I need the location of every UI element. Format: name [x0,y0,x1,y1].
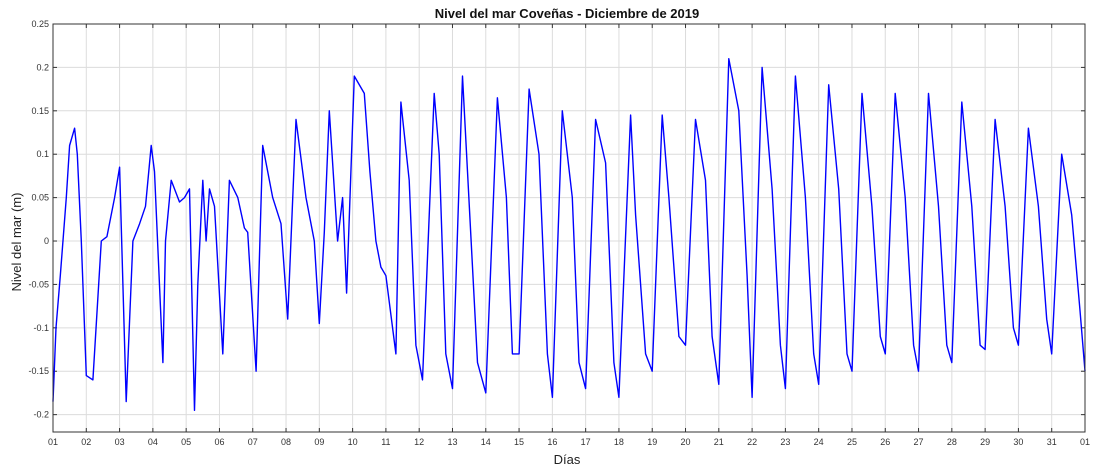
x-tick-label: 26 [880,437,890,447]
x-tick-label: 12 [414,437,424,447]
plot-frame [52,23,1086,433]
x-tick-label: 22 [747,437,757,447]
y-tick-label: 0 [44,236,49,246]
x-axis-title: Días [554,452,581,466]
x-tick-label: 01 [48,437,58,447]
x-tick-label: 18 [614,437,624,447]
x-tick-label: 21 [714,437,724,447]
x-tick-label: 16 [547,437,557,447]
y-tick-label: 0.1 [36,149,49,159]
x-tick-label: 08 [281,437,291,447]
y-tick-label: 0.05 [31,193,49,203]
y-tick-label: 0.2 [36,62,49,72]
x-tick-label: 10 [348,437,358,447]
tick-labels: 01 02 03 04 05 06 07 08 09 10 11 12 13 14 15 16 17 18 19 20… [28,19,1090,447]
x-tick-label: 24 [814,437,824,447]
x-tick-label: 20 [681,437,691,447]
y-tick-label: -0.1 [33,323,49,333]
x-tick-label: 31 [1047,437,1057,447]
x-tick-label: 30 [1013,437,1023,447]
x-tick-label: 01 [1080,437,1090,447]
x-tick-label: 28 [947,437,957,447]
x-tick-label: 13 [447,437,457,447]
x-tick-label: 03 [115,437,125,447]
x-tick-label: 02 [81,437,91,447]
x-tick-label: 11 [381,437,390,447]
y-tick-label: -0.05 [28,279,49,289]
y-tick-label: -0.15 [28,366,49,376]
x-tick-label: 17 [581,437,591,447]
x-tick-label: 14 [481,437,491,447]
sea-level-series-line [52,58,1086,411]
x-tick-label: 09 [314,437,324,447]
ticks [52,23,1086,432]
x-tick-label: 25 [847,437,857,447]
y-tick-label: -0.2 [33,410,49,420]
x-tick-label: 04 [148,437,158,447]
x-tick-label: 27 [914,437,924,447]
x-tick-label: 15 [514,437,524,447]
x-tick-label: 06 [214,437,224,447]
y-axis-title: Nivel del mar (m) [9,193,24,292]
y-tick-label: 0.15 [31,106,49,116]
chart-title: Nivel del mar Coveñas - Diciembre de 201… [435,6,699,21]
grid [52,23,1086,432]
y-tick-label: 0.25 [31,19,49,29]
x-tick-label: 29 [980,437,990,447]
x-tick-label: 19 [647,437,657,447]
x-tick-label: 07 [248,437,258,447]
x-tick-label: 23 [780,437,790,447]
x-tick-label: 05 [181,437,191,447]
